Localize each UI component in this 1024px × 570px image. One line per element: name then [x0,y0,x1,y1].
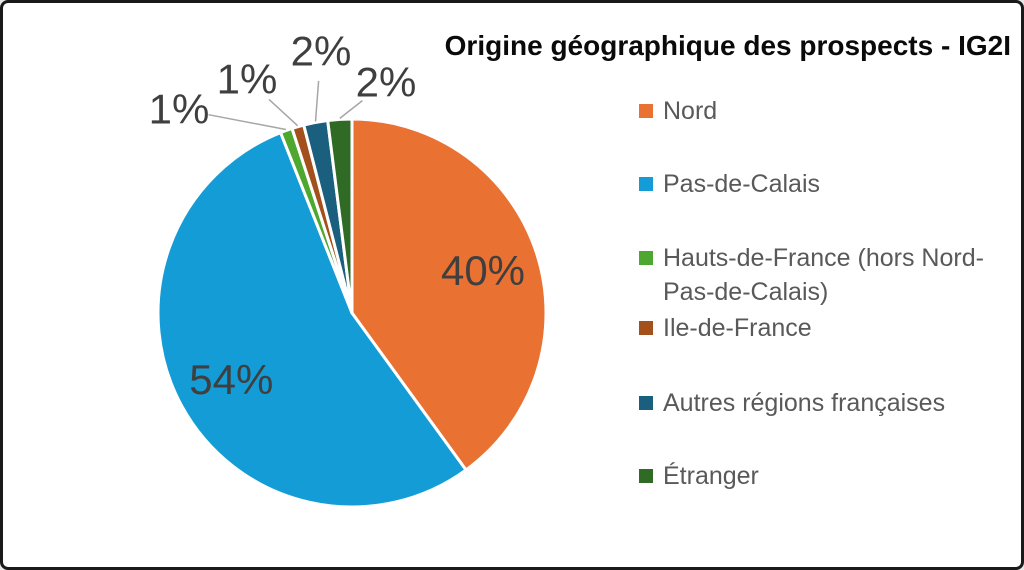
legend-swatch-ile-de-france [639,321,653,335]
legend-swatch-hauts-de-france [639,251,653,265]
legend-item-autres-regions: Autres régions françaises [639,386,945,420]
legend-label: Hauts-de-France (hors Nord-Pas-de-Calais… [663,244,984,306]
leader-line [268,98,299,127]
legend-label: Nord [663,97,718,125]
legend-item-nord: Nord [639,94,717,128]
legend-label: Ile-de-France [663,314,812,342]
pie-slice [156,131,468,509]
pie-callout-label: 2% [291,28,352,75]
pie-callout-label: 1% [217,56,278,103]
legend-item-etranger: Étranger [639,459,759,493]
pie-data-label: 40% [441,247,525,294]
legend-item-ile-de-france: Ile-de-France [639,311,812,345]
pie-data-label: 54% [189,356,273,403]
legend-label: Pas-de-Calais [663,170,821,198]
legend-swatch-nord [639,104,653,118]
legend-swatch-autres-regions [639,396,653,410]
legend-item-pas-de-calais: Pas-de-Calais [639,167,820,201]
leader-line [339,100,363,119]
legend-swatch-etranger [639,469,653,483]
chart-title: Origine géographique des prospects - IG2… [444,30,1011,61]
pie-slice [326,117,354,315]
leader-line [208,113,287,131]
leader-line [314,80,320,122]
pie-callout-label: 2% [356,59,417,106]
pie-callout-label: 1% [149,86,210,133]
legend-item-hauts-de-france: Hauts-de-France (hors Nord-Pas-de-Calais… [639,241,995,309]
pie-chart: 40% 54% 1%1% 2%2% [149,28,548,509]
legend-label: Étranger [663,462,759,490]
legend-label: Autres régions françaises [663,389,946,417]
legend-swatch-pas-de-calais [639,177,653,191]
pie-slice [350,117,548,472]
